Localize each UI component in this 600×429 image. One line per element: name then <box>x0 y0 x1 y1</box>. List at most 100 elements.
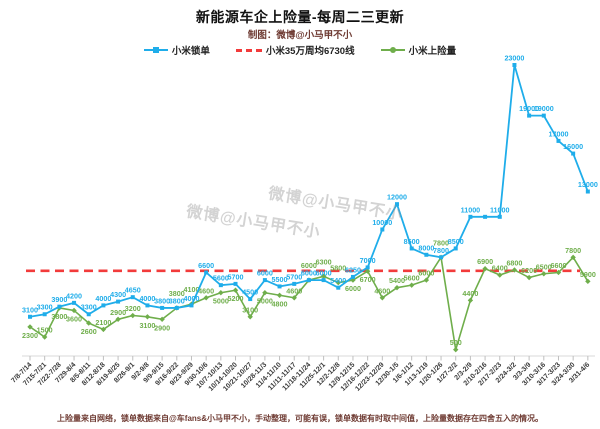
lock-orders-marker <box>101 303 106 308</box>
lock-orders-label: 3900 <box>51 295 67 304</box>
insured-volume-marker <box>379 295 386 301</box>
insured-volume-marker <box>423 277 430 283</box>
insured-volume-marker <box>394 284 400 291</box>
legend-label: 小米上险量 <box>408 46 457 57</box>
lock-orders-label: 6000 <box>316 269 332 278</box>
insured-volume-marker <box>408 282 415 288</box>
lock-orders-label: 5600 <box>213 274 229 283</box>
insured-volume-label: 6700 <box>360 275 376 284</box>
insured-volume-marker <box>320 273 327 279</box>
insured-volume-label: 2600 <box>81 327 97 336</box>
lock-orders-label: 16000 <box>563 142 583 151</box>
insured-volume-label: 2300 <box>22 331 38 340</box>
lock-orders-label: 10000 <box>372 218 392 227</box>
insured-volume-marker <box>511 267 518 273</box>
lock-orders-marker <box>453 246 458 251</box>
insured-volume-marker <box>364 268 371 274</box>
insured-volume-label: 3100 <box>242 305 258 314</box>
lock-orders-marker <box>409 246 414 251</box>
insured-volume-label: 6800 <box>506 258 522 267</box>
insured-volume-label: 5000 <box>257 297 273 306</box>
lock-orders-label: 11000 <box>461 205 481 214</box>
lock-orders-label: 3800 <box>154 296 170 305</box>
lock-orders-label: 5700 <box>286 272 302 281</box>
lock-orders-label: 5500 <box>272 275 288 284</box>
insured-volume-label: 6600 <box>550 261 566 270</box>
insured-volume-marker <box>218 290 224 296</box>
lock-orders-marker <box>527 113 532 118</box>
lock-orders-marker <box>204 270 209 275</box>
insured-volume-marker <box>482 266 488 272</box>
lock-orders-marker <box>571 151 576 156</box>
insured-volume-label: 2900 <box>154 323 170 332</box>
lock-orders-label: 5700 <box>228 272 244 281</box>
lock-orders-label: 8500 <box>404 237 420 246</box>
insured-volume-marker <box>262 290 268 296</box>
insured-volume-label: 4100 <box>183 285 199 294</box>
insured-volume-marker <box>453 346 459 353</box>
insured-volume-marker <box>130 312 136 319</box>
insured-volume-label: 6900 <box>477 257 493 266</box>
lock-orders-marker <box>189 303 194 308</box>
chart-subtitle: 制图：微博@小马甲不小 <box>247 30 353 41</box>
insured-volume-label: 3200 <box>125 304 141 313</box>
lock-orders-label: 3800 <box>169 296 185 305</box>
lock-orders-marker <box>145 303 150 308</box>
lock-orders-marker <box>160 305 165 310</box>
lock-orders-label: 23000 <box>504 54 524 63</box>
lock-orders-legend-line-icon <box>143 47 168 53</box>
lock-orders-marker <box>483 214 488 219</box>
lock-orders-label: 12000 <box>387 193 407 202</box>
lock-orders-marker <box>585 189 590 194</box>
insured-volume-label: 5900 <box>580 270 596 279</box>
lock-orders-marker <box>262 278 267 283</box>
insured-volume-label: 4600 <box>286 286 302 295</box>
lock-orders-label: 19000 <box>534 104 554 113</box>
legend-item-average-line: 小米35万周均6730线 <box>235 43 355 57</box>
insured-volume-label: 5800 <box>330 264 346 273</box>
insured-volume-label: 1500 <box>37 326 53 335</box>
lock-orders-marker <box>365 265 370 270</box>
insured-volume-label: 3100 <box>139 321 155 330</box>
insured-volume-label: 6500 <box>536 262 552 271</box>
lock-orders-marker <box>277 284 282 289</box>
lock-orders-marker <box>350 274 355 279</box>
lock-orders-marker <box>86 312 91 317</box>
insured-volume-label: 3800 <box>169 289 185 298</box>
lock-orders-marker <box>380 227 385 232</box>
lock-orders-label: 8500 <box>448 237 464 246</box>
lock-orders-label: 11000 <box>490 205 510 214</box>
lock-orders-marker <box>116 299 121 304</box>
chart-legend: 小米锁单 小米35万周均6730线 小米上险量 <box>0 43 600 57</box>
lock-orders-marker <box>292 281 297 286</box>
insured-volume-label: 7800 <box>433 238 449 247</box>
lock-orders-marker <box>306 278 311 283</box>
lock-orders-marker <box>497 214 502 219</box>
page-title: 新能源车企上险量-每周二三更新 <box>195 9 405 25</box>
lock-orders-marker <box>233 281 238 286</box>
insured-volume-label: 6300 <box>316 257 332 266</box>
footnote: 上险量来自网络，锁单数据来自@车fans&小马甲不小，手动整理，可能有误，锁单数… <box>56 414 544 423</box>
legend-item-lock-orders: 小米锁单 <box>143 43 210 57</box>
lock-orders-marker <box>468 214 473 219</box>
insured-volume-label: 4600 <box>198 286 214 295</box>
legend-label: 小米35万周均6730线 <box>265 46 355 57</box>
lock-orders-label: 4000 <box>183 294 199 303</box>
lock-orders-label: 4300 <box>110 290 126 299</box>
lock-orders-label: 6600 <box>198 261 214 270</box>
insured-volume-label: 6000 <box>345 284 361 293</box>
lock-orders-marker <box>57 304 62 309</box>
lock-orders-label: 4650 <box>125 286 141 295</box>
lock-orders-marker <box>321 278 326 283</box>
insured-volume-marker <box>203 295 209 301</box>
insured-volume-label: 5000 <box>213 297 229 306</box>
lock-orders-marker <box>248 297 253 302</box>
lock-orders-label: 13000 <box>578 180 598 189</box>
legend-label: 小米锁单 <box>171 46 210 57</box>
lock-orders-label: 17000 <box>548 129 568 138</box>
lock-orders-label: 3100 <box>22 305 38 314</box>
lock-orders-label: 4200 <box>66 291 82 300</box>
insured-volume-marker <box>86 320 92 326</box>
lock-orders-label: 7000 <box>360 256 376 265</box>
insured-volume-label: 2100 <box>95 318 111 327</box>
